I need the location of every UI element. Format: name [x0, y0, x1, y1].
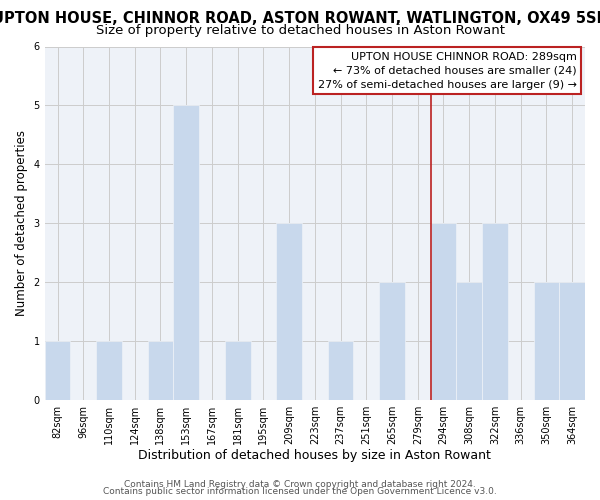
Bar: [533, 282, 559, 400]
Text: UPTON HOUSE, CHINNOR ROAD, ASTON ROWANT, WATLINGTON, OX49 5SH: UPTON HOUSE, CHINNOR ROAD, ASTON ROWANT,…: [0, 11, 600, 26]
Bar: [96, 341, 122, 400]
Bar: [328, 341, 353, 400]
Bar: [482, 223, 508, 400]
Text: Contains HM Land Registry data © Crown copyright and database right 2024.: Contains HM Land Registry data © Crown c…: [124, 480, 476, 489]
Text: Contains public sector information licensed under the Open Government Licence v3: Contains public sector information licen…: [103, 488, 497, 496]
Bar: [148, 341, 173, 400]
Text: UPTON HOUSE CHINNOR ROAD: 289sqm
← 73% of detached houses are smaller (24)
27% o: UPTON HOUSE CHINNOR ROAD: 289sqm ← 73% o…: [318, 52, 577, 90]
Bar: [276, 223, 302, 400]
Y-axis label: Number of detached properties: Number of detached properties: [15, 130, 28, 316]
Text: Size of property relative to detached houses in Aston Rowant: Size of property relative to detached ho…: [95, 24, 505, 37]
Bar: [173, 106, 199, 400]
Bar: [559, 282, 585, 400]
Bar: [431, 223, 457, 400]
Bar: [379, 282, 405, 400]
Bar: [225, 341, 251, 400]
Bar: [44, 341, 70, 400]
X-axis label: Distribution of detached houses by size in Aston Rowant: Distribution of detached houses by size …: [139, 450, 491, 462]
Bar: [457, 282, 482, 400]
